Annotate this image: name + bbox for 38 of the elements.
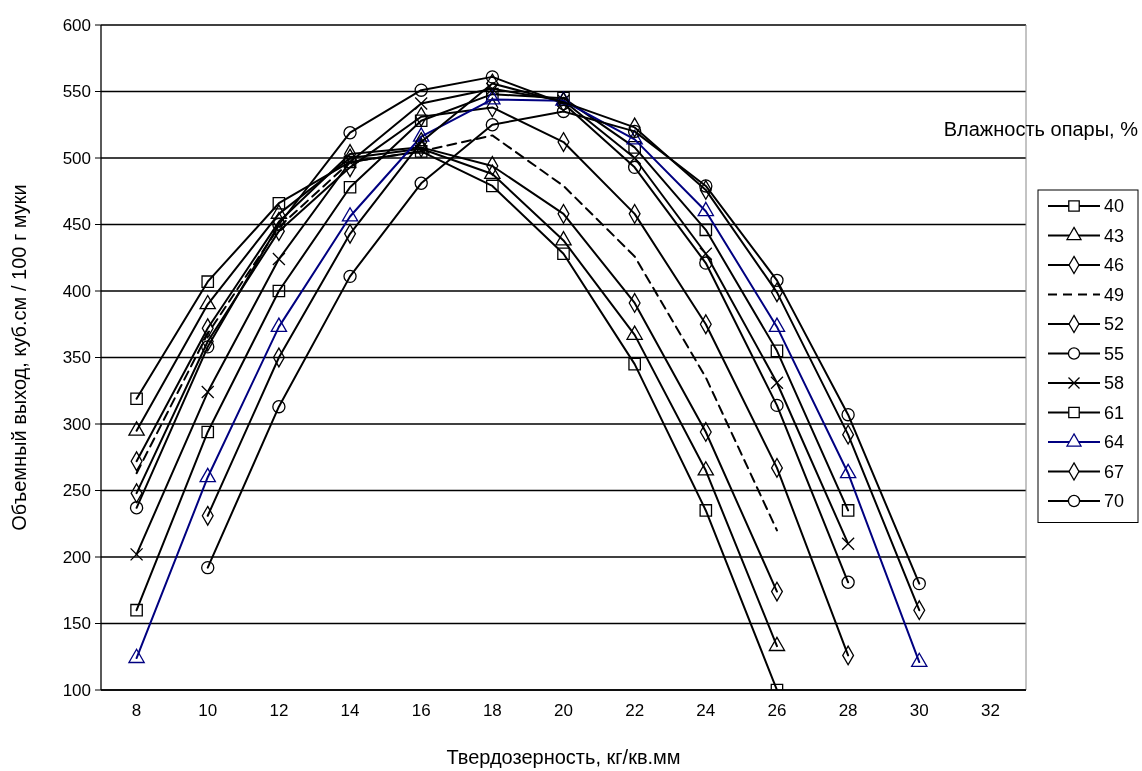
x-tick-label: 30 [909,701,929,720]
y-tick-label: 250 [62,481,91,501]
x-tick-label: 10 [198,701,218,720]
legend-label: 46 [1104,255,1125,276]
legend-label: 61 [1104,402,1125,423]
y-tick-label: 200 [62,547,91,567]
legend-label: 64 [1104,432,1125,453]
legend-label: 70 [1104,491,1125,512]
y-tick-label: 600 [62,15,91,35]
x-tick-label: 26 [767,701,787,720]
y-tick-label: 150 [62,614,91,634]
x-tick-label: 32 [980,701,1000,720]
x-axis-title: Твердозерность, кг/кв.мм [446,746,681,768]
x-tick-label: 16 [411,701,431,720]
x-tick-label: 18 [482,701,502,720]
y-axis-title: Объемный выход, куб.см / 100 г муки [8,184,30,531]
x-tick-label: 14 [340,701,360,720]
y-tick-label: 550 [62,82,91,102]
legend-label: 55 [1104,343,1125,364]
x-tick-label: 28 [838,701,858,720]
legend-label: 49 [1104,284,1125,305]
legend-label: 52 [1104,314,1125,335]
y-tick-label: 300 [62,414,91,434]
legend-label: 40 [1104,196,1125,217]
legend-label: 67 [1104,461,1125,482]
y-tick-label: 450 [62,215,91,235]
x-tick-label: 12 [269,701,289,720]
legend-label: 58 [1104,373,1125,394]
x-tick-label: 22 [625,701,645,720]
y-tick-label: 400 [62,281,91,301]
y-tick-label: 100 [62,680,91,700]
x-tick-label: 20 [554,701,573,720]
legend-label: 43 [1104,225,1125,246]
legend-title: Влажность опары, % [943,118,1139,140]
x-tick-label: 24 [696,701,716,720]
x-tick-label: 8 [131,701,142,720]
y-tick-label: 500 [62,148,91,168]
y-tick-label: 350 [62,348,91,368]
